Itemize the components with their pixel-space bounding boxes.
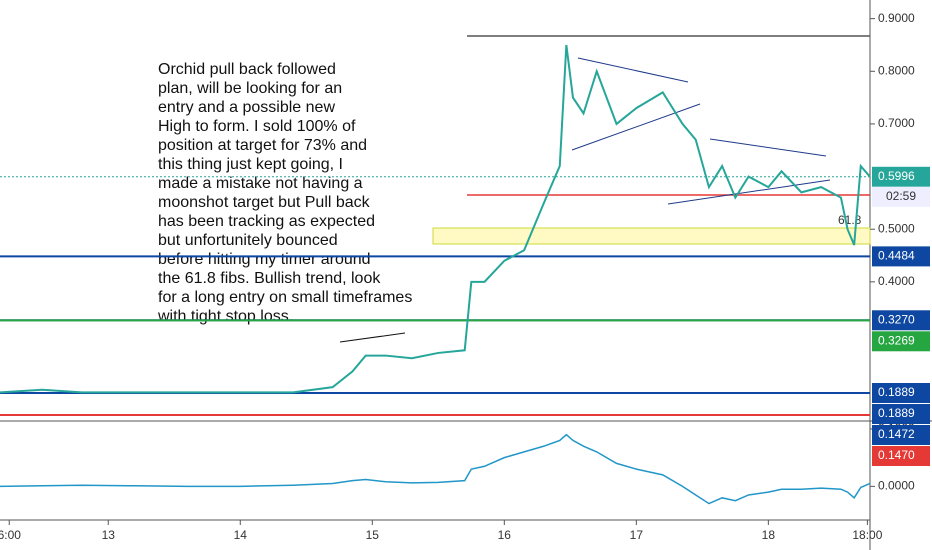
price-tag-label: 0.3270 [878, 312, 915, 326]
arrow [339, 332, 406, 343]
y-tick-label: 0.7000 [878, 116, 915, 130]
x-tick-label: 17 [630, 528, 644, 542]
price-tag [872, 403, 930, 424]
countdown: 02:59 [886, 189, 916, 203]
x-tick-label: 14 [234, 528, 248, 542]
annotation-line: entry and a possible new [158, 99, 335, 116]
oscillator-line [0, 433, 871, 505]
price-tag-label: 0.3269 [878, 333, 915, 347]
annotation-line: Orchid pull back followed [158, 61, 336, 78]
trendline [571, 103, 701, 151]
annotation-line: plan, will be looking for an [158, 80, 342, 97]
annotation-line: the 61.8 fibs. Bullish trend, look [158, 270, 381, 287]
fib-label: 61.8 [838, 213, 862, 227]
zone [432, 227, 871, 245]
price-tag-label: 0.1889 [878, 406, 915, 420]
trendline [709, 138, 827, 157]
price-tag-label: 0.4484 [878, 249, 915, 263]
x-tick-label: 18:00 [852, 528, 882, 542]
price-tag [872, 246, 930, 267]
trendline [577, 57, 689, 83]
annotation-line: for a long entry on small timeframes [158, 289, 412, 306]
price-tag [872, 166, 930, 187]
annotation-line: High to form. I sold 100% of [158, 118, 356, 135]
trendline [667, 179, 831, 205]
annotation-line: made a mistake not having a [158, 175, 363, 192]
price-tag-label: 0.1470 [878, 448, 915, 462]
price-tag [872, 382, 930, 403]
y-tick-label: 0.5000 [878, 221, 915, 235]
y-tick-label: 0.4000 [878, 274, 915, 288]
y-tick-label: 0.0000 [878, 479, 915, 493]
countdown-tag [872, 186, 930, 207]
annotation-line: position at target for 73% and [158, 137, 367, 154]
x-tick-label: 16 [498, 528, 512, 542]
annotation-line: has been tracking as expected [158, 213, 375, 230]
x-tick-label: 6:00 [0, 528, 21, 542]
annotation-line: moonshot target but Pull back [158, 194, 371, 211]
price-tag-label: 0.1472 [878, 427, 915, 441]
price-tag [872, 331, 930, 352]
price-tag-label: 0.5996 [878, 169, 915, 183]
price-line [0, 44, 871, 394]
annotation-line: before hitting my timer around [158, 251, 371, 268]
annotation: Orchid pull back followed plan, will be l… [157, 61, 412, 325]
annotation-line: this thing just kept going, I [158, 156, 343, 173]
annotation-line: with tight stop loss. [157, 308, 293, 325]
price-tag [872, 424, 930, 445]
y-tick-label: 0.8000 [878, 63, 915, 77]
annotation-line: but unfortunitely bounced [158, 232, 338, 249]
price-tag [872, 310, 930, 331]
price-tag-label: 0.1889 [878, 385, 915, 399]
y-tick-label: 0.9000 [878, 11, 915, 25]
price-tag [872, 445, 930, 466]
x-tick-label: 18 [762, 528, 776, 542]
x-tick-label: 13 [102, 528, 116, 542]
x-tick-label: 15 [366, 528, 380, 542]
